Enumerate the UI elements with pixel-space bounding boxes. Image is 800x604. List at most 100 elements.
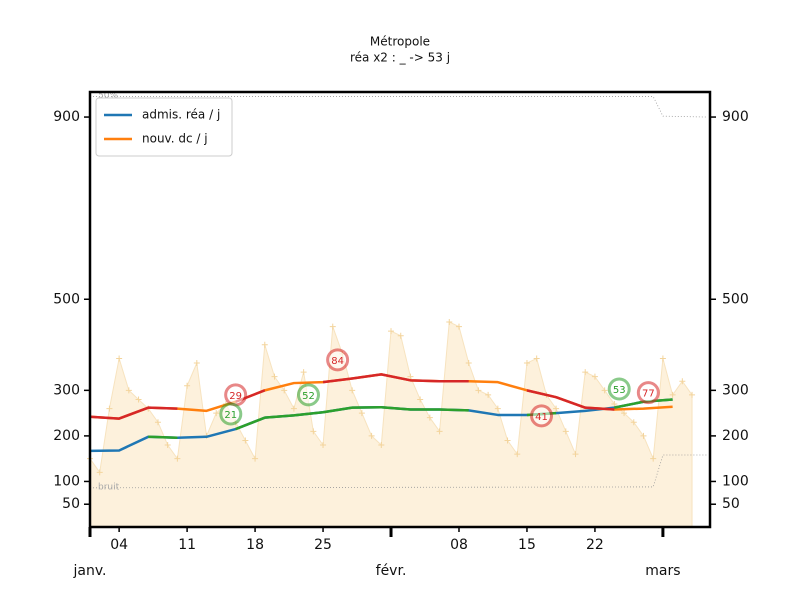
noise-marker (407, 373, 414, 380)
series-line (235, 405, 469, 431)
annotation-label: 41 (535, 412, 548, 423)
noise-marker (562, 428, 569, 435)
x-tick-label: 11 (178, 537, 196, 553)
noise-marker (135, 396, 142, 403)
x-tick-label: 25 (314, 537, 332, 553)
reference-line (90, 96, 707, 118)
annotation-bubble (607, 377, 631, 401)
noise-area (89, 321, 693, 528)
noise-marker (397, 332, 404, 339)
annotation-bubble (530, 404, 554, 428)
y2-tick-label: 300 (722, 382, 749, 398)
noise-marker (494, 405, 501, 412)
noise-marker (106, 405, 113, 412)
noise-marker (465, 360, 472, 367)
series-line (89, 406, 178, 420)
noise-marker (621, 410, 628, 417)
noise-marker (388, 328, 395, 335)
chart-title: Métropole (370, 35, 430, 49)
noise-marker (659, 355, 666, 362)
noise-marker (349, 387, 356, 394)
noise-marker (261, 341, 268, 348)
noise-marker (572, 451, 579, 458)
reference-line (89, 454, 707, 489)
noise-marker (504, 437, 511, 444)
noise-marker (96, 469, 103, 476)
noise-marker (242, 437, 249, 444)
annotation-label: 21 (224, 410, 237, 421)
legend-box (95, 97, 233, 157)
noise-marker (252, 455, 259, 462)
annotation-label: 53 (613, 385, 626, 396)
noise-marker (650, 455, 657, 462)
reference-label: 50% (98, 91, 118, 101)
noise-marker (368, 432, 375, 439)
reference-label: bruit (98, 482, 120, 492)
y-tick-label: 200 (53, 428, 80, 444)
noise-marker (514, 451, 521, 458)
x-tick-label: 18 (246, 537, 264, 553)
noise-marker (174, 455, 181, 462)
noise-marker (679, 378, 686, 385)
chart-subtitle: réa x2 : _ -> 53 j (350, 51, 450, 65)
annotation-bubble (296, 383, 320, 407)
noise-marker (281, 387, 288, 394)
noise-marker (125, 387, 132, 394)
noise-marker (329, 323, 336, 330)
noise-marker (446, 319, 453, 326)
annotation-bubble (326, 348, 350, 372)
series-line (148, 435, 178, 439)
noise-marker (553, 405, 560, 412)
annotation-label: 77 (642, 389, 655, 400)
noise-marker (533, 355, 540, 362)
annotation-label: 29 (229, 391, 242, 402)
series-line (322, 373, 469, 384)
annotation-bubble (219, 402, 243, 426)
noise-marker (591, 373, 598, 380)
noise-marker (378, 442, 385, 449)
noise-marker (310, 428, 317, 435)
noise-marker (582, 369, 589, 376)
y2-tick-label: 200 (722, 428, 749, 444)
noise-marker (436, 428, 443, 435)
noise-marker (116, 355, 123, 362)
noise-marker (358, 410, 365, 417)
noise-marker (300, 369, 307, 376)
legend-label: admis. réa / j (142, 108, 220, 122)
noise-marker (290, 405, 297, 412)
y-tick-label: 500 (53, 291, 80, 307)
noise-marker (164, 442, 171, 449)
y-tick-label: 50 (62, 496, 80, 512)
month-label: févr. (376, 563, 407, 579)
noise-marker (485, 391, 492, 398)
series-line (526, 389, 615, 411)
x-tick-label: 15 (518, 537, 536, 553)
noise-marker (184, 382, 191, 389)
noise-marker (689, 391, 696, 398)
noise-marker (455, 323, 462, 330)
x-tick-label: 04 (110, 537, 128, 553)
y2-tick-label: 500 (722, 291, 749, 307)
y2-tick-label: 900 (722, 109, 749, 125)
month-label: janv. (73, 563, 107, 579)
noise-marker (320, 442, 327, 449)
annotation-label: 52 (302, 391, 315, 402)
noise-marker (426, 414, 433, 421)
legend-label: nouv. dc / j (142, 132, 208, 146)
y2-tick-label: 50 (722, 496, 740, 512)
noise-marker (193, 360, 200, 367)
y-tick-label: 300 (53, 382, 80, 398)
noise-marker (213, 410, 220, 417)
noise-marker (271, 373, 278, 380)
noise-marker (154, 419, 161, 426)
noise-marker (611, 401, 618, 408)
noise-marker (630, 419, 637, 426)
y2-tick-label: 100 (722, 473, 749, 489)
plot-frame (88, 90, 712, 529)
noise-marker (601, 387, 608, 394)
noise-marker (669, 391, 676, 398)
x-tick-label: 22 (586, 537, 604, 553)
annotation-label: 84 (331, 356, 344, 367)
